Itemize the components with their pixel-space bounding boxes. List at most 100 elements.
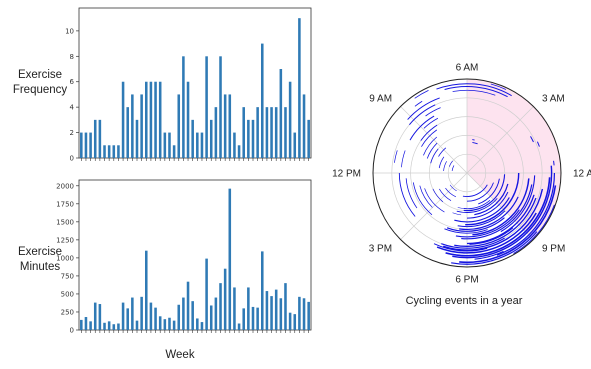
cycling-event-arc: [443, 161, 447, 171]
cycling-event-arc: [536, 141, 540, 147]
frequency-bar: [149, 81, 153, 158]
polar-angle-label: 6 AM: [456, 63, 479, 74]
polar-outer-boundary: [372, 78, 562, 268]
frequency-bar: [186, 81, 190, 158]
frequency-ylabel-line1: Exercise: [18, 69, 62, 81]
cycling-event-arc: [466, 191, 509, 219]
frequency-y-tick-label: 8: [70, 53, 74, 61]
minutes-y-tick-label: 500: [61, 290, 74, 298]
cycling-event-arc: [553, 160, 555, 166]
minutes-bar: [205, 258, 208, 330]
frequency-bar: [242, 107, 245, 158]
frequency-bar: [288, 81, 292, 158]
polar-angle-label: 9 PM: [542, 243, 565, 254]
polar-angle-labels: 6 AM 3 AM 12 AM 9 PM 6 PM 3 PM 12 PM 9 AM: [332, 63, 591, 286]
cycling-event-arc: [401, 150, 406, 168]
minutes-bar: [247, 287, 250, 330]
cycling-event-arc: [451, 165, 455, 171]
cycling-event-arc: [449, 184, 457, 192]
minutes-bar: [228, 188, 232, 330]
cycling-event-arc: [474, 250, 504, 260]
cycling-event-arc: [449, 160, 453, 167]
frequency-bar: [121, 81, 125, 158]
cycling-event-arc: [419, 185, 433, 208]
minutes-bar: [145, 250, 148, 330]
minutes-y-tick-label: 1000: [56, 254, 74, 262]
frequency-bar: [126, 107, 129, 158]
minutes-y-tick-label: 1500: [56, 218, 74, 226]
cycling-event-arc: [441, 237, 505, 249]
frequency-bar: [135, 119, 139, 158]
minutes-bar: [163, 319, 167, 330]
minutes-bar: [89, 321, 92, 330]
frequency-y-tick-label: 0: [70, 155, 74, 163]
frequency-bar: [145, 81, 148, 158]
cycling-event-arc: [394, 150, 398, 163]
cycling-event-arc: [466, 194, 535, 245]
cycling-event-arc: [456, 198, 498, 213]
minutes-bar: [261, 251, 264, 330]
cycling-event-arc: [439, 188, 452, 201]
frequency-bar: [93, 119, 97, 158]
frequency-bar: [284, 107, 287, 158]
minutes-bar: [131, 297, 134, 330]
minutes-bar: [107, 321, 111, 330]
cycling-event-arc: [465, 172, 520, 226]
frequency-bar: [205, 56, 208, 159]
frequency-bar: [233, 132, 236, 158]
cycling-event-arc: [459, 185, 557, 264]
cycling-event-arc: [455, 231, 526, 257]
cycling-event-arc: [424, 188, 445, 213]
frequency-y-tick-label: 10: [65, 27, 74, 35]
minutes-bar: [121, 302, 125, 330]
frequency-bar: [168, 132, 171, 158]
cycling-event-arc: [442, 188, 544, 251]
frequency-bar: [279, 69, 283, 158]
minutes-y-tick-label: 1750: [56, 200, 74, 208]
frequency-bar: [261, 43, 264, 159]
frequency-bar: [89, 132, 92, 158]
minutes-bar: [196, 318, 199, 330]
minutes-bar: [200, 322, 204, 330]
frequency-bar: [154, 81, 157, 158]
frequency-bar: [214, 107, 218, 158]
minutes-y-ticks: 0 250 500 750 1000 1250 1500 1750 2000: [56, 182, 309, 335]
minutes-bar: [112, 324, 116, 330]
cycling-event-arc: [405, 178, 418, 209]
cycling-event-arcs: [394, 83, 557, 265]
frequency-bar: [298, 18, 301, 159]
frequency-bar: [191, 119, 194, 158]
minutes-bar: [279, 298, 283, 330]
minutes-bar: [223, 268, 227, 330]
minutes-bar: [168, 317, 171, 330]
frequency-bar: [270, 107, 273, 158]
cycling-event-arc: [433, 243, 488, 252]
minutes-bar: [274, 289, 278, 330]
frequency-bar: [200, 132, 204, 158]
frequency-ylabel-line2: Frequency: [13, 84, 68, 96]
cycling-event-arc: [452, 212, 462, 216]
minutes-bar: [98, 304, 102, 330]
frequency-bar: [98, 119, 102, 158]
minutes-bar: [293, 314, 297, 330]
minutes-bar: [265, 291, 269, 330]
frequency-bar: [117, 145, 120, 158]
frequency-bar: [103, 145, 106, 158]
frequency-bar: [223, 94, 227, 158]
minutes-bar: [307, 301, 310, 331]
minutes-bar: [251, 306, 255, 330]
cycling-event-arc: [423, 117, 439, 129]
cycling-event-arc: [444, 228, 488, 234]
minutes-bar: [117, 323, 120, 330]
polar-angle-label: 6 PM: [455, 275, 478, 286]
cycling-event-arc: [461, 184, 533, 240]
cycling-event-arc: [425, 107, 441, 117]
cycling-event-arc: [478, 178, 500, 205]
minutes-bars: [80, 188, 310, 331]
minutes-bar: [219, 283, 222, 331]
frequency-bar: [293, 132, 297, 158]
cycling-event-arc: [457, 210, 506, 228]
cycling-event-arc: [472, 142, 478, 145]
frequency-bar: [84, 132, 88, 158]
